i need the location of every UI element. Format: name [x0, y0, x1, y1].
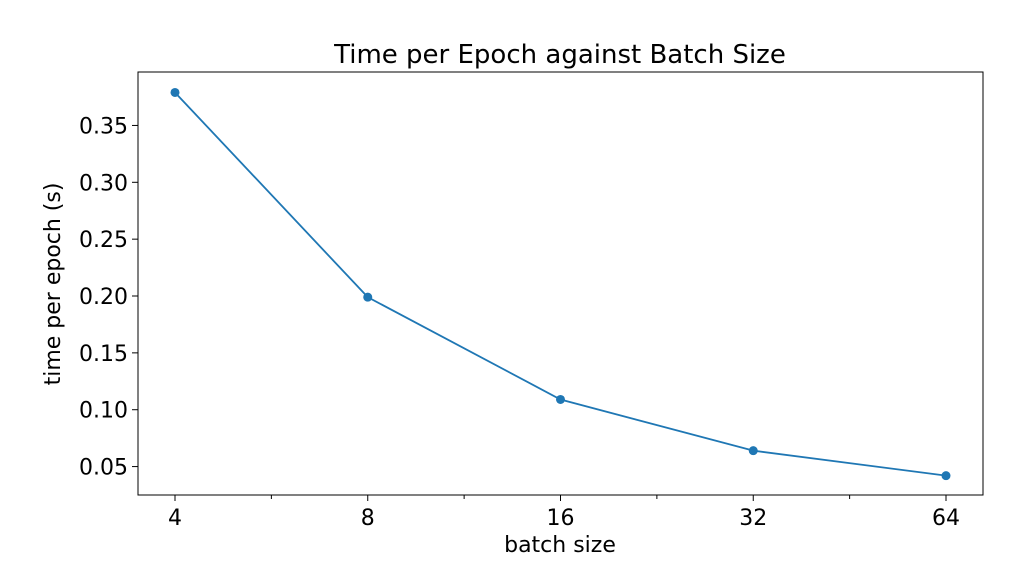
- y-tick-label: 0.25: [79, 228, 128, 253]
- y-tick-label: 0.35: [79, 114, 128, 139]
- y-tick-label: 0.20: [79, 285, 128, 310]
- data-point: [941, 471, 951, 481]
- series-layer: [170, 87, 951, 481]
- data-point: [170, 87, 180, 97]
- y-axis-ticks: 0.05 0.10 0.15 0.20 0.25 0.30 0.35: [79, 114, 138, 481]
- data-point: [556, 394, 565, 404]
- y-tick-label: 0.30: [79, 171, 128, 196]
- x-tick-label: 16: [547, 506, 575, 531]
- y-tick-label: 0.10: [79, 399, 128, 424]
- y-tick-label: 0.05: [79, 456, 128, 481]
- x-axis-title: batch size: [504, 533, 616, 558]
- chart-title: Time per Epoch against Batch Size: [333, 40, 786, 70]
- x-tick-label: 4: [168, 506, 182, 531]
- x-tick-label: 8: [361, 506, 375, 531]
- data-point: [363, 292, 373, 302]
- x-tick-label: 64: [932, 506, 960, 531]
- y-tick-label: 0.15: [79, 342, 128, 367]
- series-line: [174, 91, 947, 477]
- y-axis-title: time per epoch (s): [41, 183, 66, 386]
- x-axis-ticks: 4 8 16 32 64: [168, 495, 960, 531]
- data-point: [748, 446, 758, 456]
- x-tick-label: 32: [739, 506, 767, 531]
- plot-area-frame: [137, 71, 984, 496]
